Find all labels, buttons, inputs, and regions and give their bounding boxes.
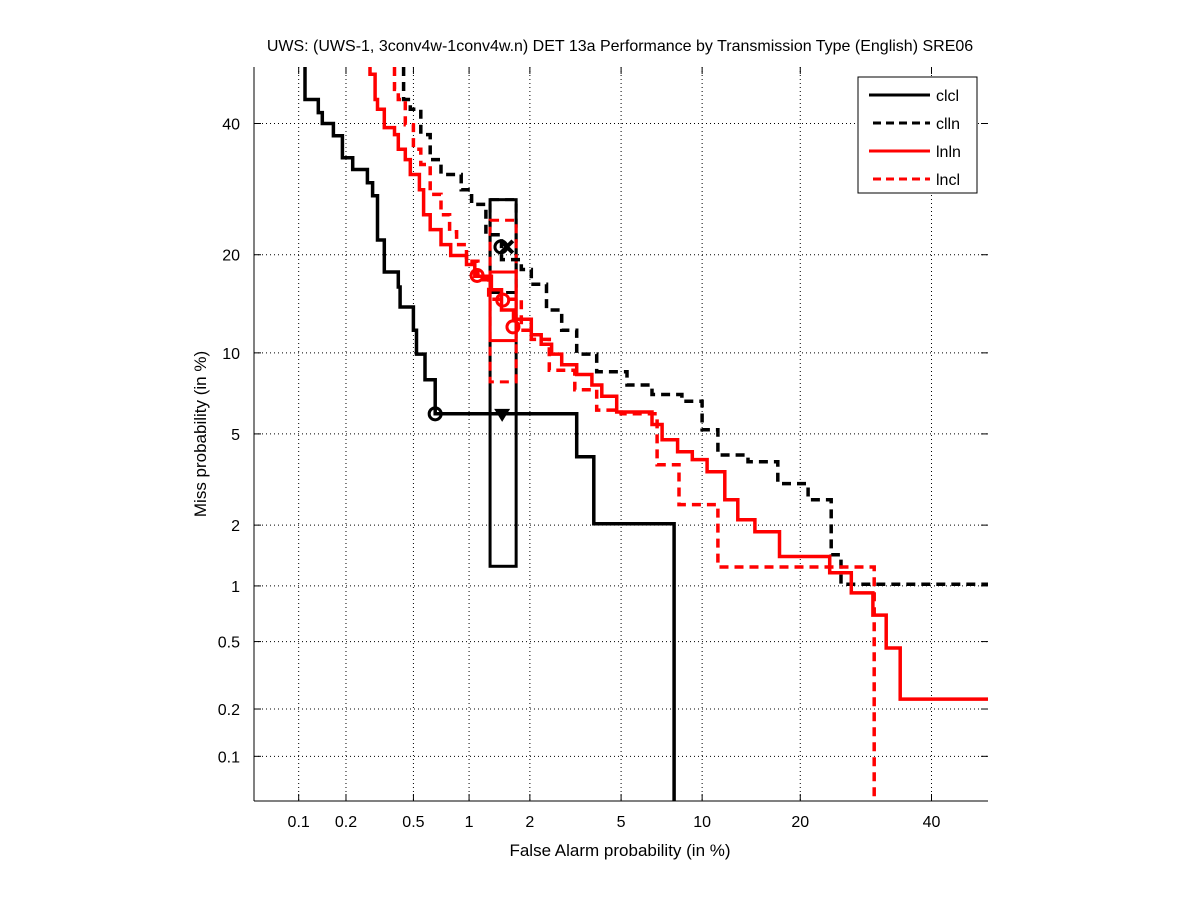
x-tick-label: 20 [791, 814, 809, 831]
det-curve-lncl [392, 67, 876, 801]
y-tick-label: 40 [222, 117, 240, 134]
x-tick-label: 0.2 [335, 814, 357, 831]
axes: 0.1 0.2 0.5 1 2 5 10 20 40 0.1 0.2 0.5 1 2 5 10 20 40 [218, 67, 988, 831]
det-curve-clln [401, 67, 988, 587]
y-tick-label: 0.2 [218, 702, 240, 719]
x-axis-label: False Alarm probability (in %) [509, 841, 730, 860]
y-tick-label: 2 [231, 518, 240, 535]
confidence-box-lncl [488, 218, 518, 384]
x-tick-label: 40 [923, 814, 941, 831]
y-tick-label: 0.1 [218, 749, 240, 766]
legend: clcl clln lnln lncl [857, 76, 978, 194]
y-axis-label: Miss probability (in %) [191, 351, 210, 517]
legend-label-lncl: lncl [936, 172, 960, 189]
curves [303, 67, 988, 801]
det-curve-lnln [368, 67, 988, 701]
min-dcf-marker-lnln [495, 292, 511, 308]
y-tick-label: 10 [222, 346, 240, 363]
y-tick-label: 1 [231, 579, 240, 596]
y-tick-label: 20 [222, 248, 240, 265]
legend-label-clcl: clcl [936, 88, 959, 105]
x-tick-label: 1 [465, 814, 474, 831]
x-tick-label: 10 [693, 814, 711, 831]
legend-entry-lncl: lncl [873, 172, 960, 189]
min-dcf-marker-clcl [427, 406, 443, 422]
x-tick-label: 2 [525, 814, 534, 831]
x-tick-label: 0.1 [288, 814, 310, 831]
x-tick-label: 0.5 [402, 814, 424, 831]
actual-dcf-marker-clcl [494, 408, 511, 422]
legend-entry-lnln: lnln [869, 144, 961, 161]
legend-label-clln: clln [936, 116, 960, 133]
legend-entry-clcl: clcl [869, 88, 959, 105]
legend-entry-clln: clln [873, 116, 960, 133]
y-tick-label: 0.5 [218, 635, 240, 652]
actual-dcf-marker-clln [499, 239, 515, 255]
y-tick-label: 5 [231, 427, 240, 444]
min-dcf-marker-lnln [505, 319, 521, 335]
chart-title: UWS: (UWS-1, 3conv4w-1conv4w.n) DET 13a … [267, 38, 973, 55]
x-tick-label: 5 [617, 814, 626, 831]
legend-label-lnln: lnln [936, 144, 961, 161]
min-dcf-marker-lnln [469, 267, 485, 283]
